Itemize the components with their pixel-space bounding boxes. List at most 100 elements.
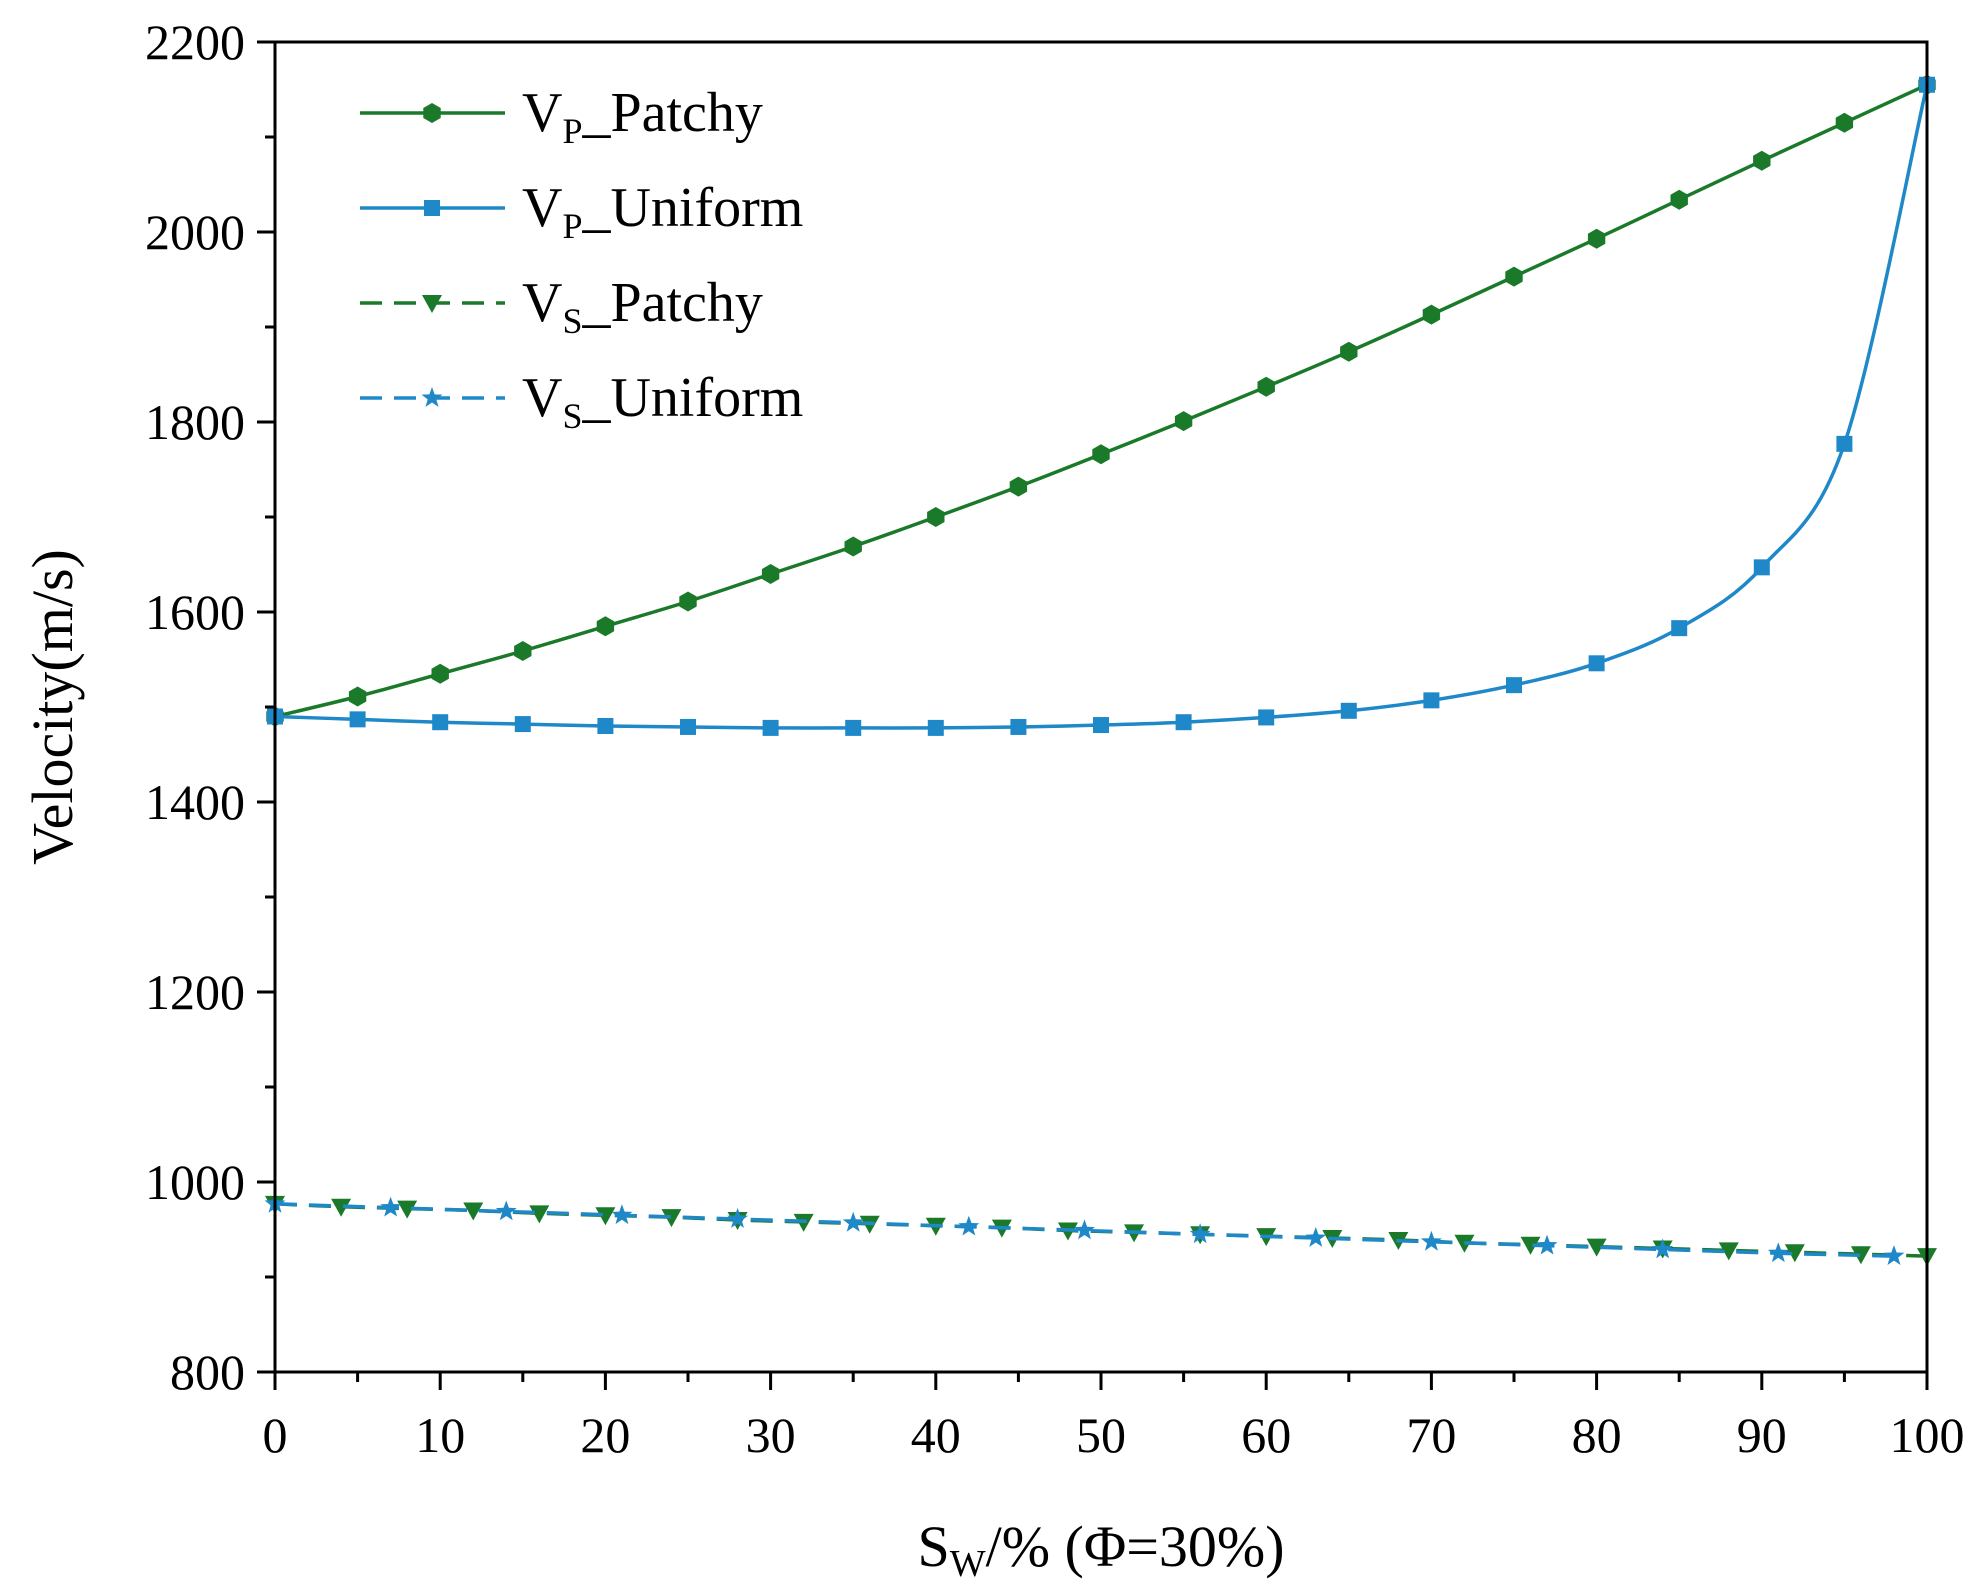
data-point — [432, 714, 449, 731]
y-tick-label: 1200 — [145, 964, 245, 1020]
data-point — [1520, 1236, 1541, 1255]
legend-swatch-marker — [422, 295, 442, 313]
data-point — [1652, 1238, 1674, 1259]
x-tick-label: 0 — [263, 1407, 288, 1463]
data-point — [348, 686, 367, 707]
x-tick-label: 10 — [415, 1407, 465, 1463]
legend-label: VP_Patchy — [522, 82, 763, 151]
legend-item: VS_Patchy — [360, 272, 763, 341]
data-point — [1836, 435, 1853, 452]
x-tick-label: 40 — [911, 1407, 961, 1463]
data-point — [596, 616, 615, 637]
data-point — [661, 1209, 682, 1228]
legend-label-rest: _Patchy — [581, 82, 762, 144]
y-axis-title: Velocity(m/s) — [20, 549, 85, 865]
x-axis-title-rest: /% (Φ=30%) — [986, 1514, 1285, 1579]
x-tick-label: 30 — [746, 1407, 796, 1463]
legend-label-main: V — [522, 82, 562, 144]
data-point — [1753, 150, 1771, 171]
data-point — [958, 1215, 980, 1236]
data-point — [1092, 444, 1110, 465]
data-point — [1671, 620, 1688, 637]
data-point — [761, 564, 780, 584]
data-point — [529, 1205, 550, 1224]
x-tick-label: 90 — [1737, 1407, 1787, 1463]
series-line — [274, 84, 1929, 730]
data-point — [679, 591, 697, 612]
series-VP_Patchy — [266, 74, 1936, 727]
data-point — [762, 719, 779, 736]
data-point — [331, 1198, 352, 1217]
data-point — [597, 718, 614, 734]
legend-label-main: V — [522, 367, 562, 429]
data-point — [680, 718, 696, 735]
y-tick-label: 1000 — [145, 1154, 245, 1210]
data-point — [1883, 1245, 1905, 1265]
data-point — [1420, 1230, 1442, 1251]
data-point — [1587, 228, 1606, 249]
legend-item: VP_Patchy — [360, 82, 763, 151]
data-point — [431, 663, 449, 684]
data-point — [1835, 112, 1854, 133]
data-point — [842, 1211, 864, 1232]
data-point — [595, 1207, 616, 1226]
data-point — [1850, 1246, 1871, 1265]
plot-frame — [273, 40, 1929, 1374]
data-point — [463, 1202, 484, 1221]
data-point — [1767, 1242, 1789, 1263]
data-point — [1175, 714, 1192, 731]
x-axis-title-sub: W — [950, 1543, 986, 1585]
data-point — [1257, 376, 1275, 397]
legend-label: VS_Uniform — [522, 367, 803, 436]
data-point — [1422, 304, 1441, 325]
y-tick-label: 1600 — [145, 584, 245, 640]
legend-label-rest: _Uniform — [581, 177, 803, 239]
legend-swatch-marker — [421, 387, 443, 407]
legend-label-main: V — [522, 177, 562, 239]
x-tick-label: 80 — [1572, 1407, 1622, 1463]
legend-label: VS_Patchy — [522, 272, 763, 341]
data-point — [1340, 341, 1358, 362]
data-point — [397, 1200, 418, 1219]
data-point — [1305, 1227, 1327, 1247]
legend-label-sub: S — [562, 301, 582, 341]
x-tick-label: 70 — [1406, 1407, 1456, 1463]
x-axis-title-main: S — [917, 1514, 949, 1579]
legend-label-rest: _Patchy — [581, 272, 762, 334]
legend-item: VS_Uniform — [360, 367, 803, 436]
data-point — [1074, 1219, 1095, 1240]
legend-item: VP_Uniform — [360, 177, 803, 246]
y-tick-label: 800 — [170, 1344, 245, 1400]
data-point — [1009, 476, 1028, 497]
data-point — [380, 1196, 402, 1217]
data-point — [927, 507, 945, 527]
data-point — [611, 1204, 633, 1225]
data-point — [927, 719, 944, 736]
data-point — [1718, 1242, 1739, 1261]
y-tick-label: 2000 — [145, 204, 245, 260]
legend-swatch-marker — [423, 103, 441, 123]
data-point — [1010, 718, 1027, 735]
data-point — [1258, 709, 1275, 726]
data-point — [1670, 189, 1688, 210]
legend-label-rest: _Uniform — [581, 367, 803, 429]
data-point — [1536, 1234, 1558, 1255]
legend-label-sub: S — [562, 396, 582, 436]
data-point — [514, 641, 532, 661]
legend-label-sub: P — [562, 111, 582, 151]
y-tick-label: 2200 — [145, 14, 245, 70]
legend-label-sub: P — [562, 206, 582, 246]
data-point — [1588, 655, 1605, 672]
data-point — [1423, 692, 1440, 709]
data-point — [1506, 677, 1522, 694]
y-tick-label: 1800 — [145, 394, 245, 450]
data-point — [1093, 717, 1109, 734]
y-tick-label: 1400 — [145, 774, 245, 830]
data-point — [1586, 1238, 1607, 1257]
x-tick-label: 60 — [1241, 1407, 1291, 1463]
data-point — [1340, 702, 1357, 719]
data-point — [1189, 1223, 1211, 1244]
data-point — [844, 536, 862, 557]
